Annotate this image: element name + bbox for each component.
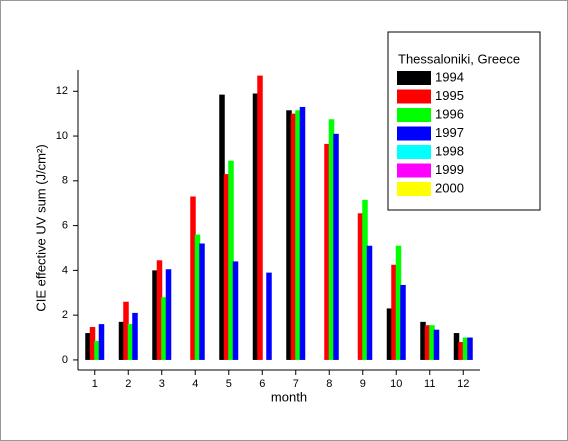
- bar: [458, 342, 464, 360]
- x-tick-label: 8: [326, 378, 332, 390]
- legend-label: 1995: [435, 88, 464, 103]
- x-axis-label: month: [271, 389, 307, 404]
- bar: [152, 270, 158, 360]
- legend-label: 2000: [435, 180, 464, 195]
- y-tick-label: 6: [62, 220, 68, 232]
- bar: [357, 213, 364, 360]
- bar: [386, 308, 393, 360]
- legend-label: 1999: [435, 162, 464, 177]
- bar: [165, 269, 172, 360]
- bar: [232, 261, 239, 360]
- y-tick-label: 12: [56, 85, 68, 97]
- bar: [199, 243, 205, 360]
- y-tick-label: 0: [62, 354, 68, 366]
- legend-swatch: [397, 89, 431, 104]
- y-tick-label: 4: [62, 264, 68, 276]
- bar: [132, 312, 138, 360]
- bar: [333, 133, 339, 360]
- bar: [94, 340, 100, 360]
- x-tick-label: 11: [424, 378, 435, 390]
- legend-title: Thessaloniki, Greece: [398, 51, 520, 66]
- x-tick-label: 7: [293, 378, 299, 390]
- y-tick-label: 2: [62, 309, 68, 321]
- bar: [424, 325, 431, 360]
- legend-swatch: [397, 163, 431, 178]
- y-tick-label: 10: [56, 130, 68, 142]
- y-tick-label: 8: [62, 175, 68, 187]
- bar: [366, 245, 373, 360]
- x-tick-label: 9: [360, 378, 366, 390]
- x-tick-label: 5: [226, 378, 232, 390]
- bar: [127, 324, 134, 360]
- bar: [194, 234, 201, 360]
- bar: [190, 196, 196, 360]
- bar: [219, 94, 225, 360]
- legend-swatch: [397, 145, 431, 159]
- bar: [123, 301, 129, 360]
- bar: [286, 110, 292, 360]
- bar: [266, 272, 272, 360]
- bar: [252, 93, 259, 360]
- bar: [467, 337, 473, 360]
- legend-label: 1997: [435, 125, 464, 140]
- legend-label: 1994: [435, 69, 464, 84]
- bar: [223, 174, 230, 360]
- legend-swatch: [397, 108, 431, 122]
- bar: [462, 337, 469, 360]
- bar: [328, 119, 335, 360]
- bar: [156, 260, 163, 360]
- bar: [161, 297, 167, 360]
- x-tick-label: 6: [259, 378, 265, 390]
- bar: [295, 110, 301, 360]
- x-tick-label: 1: [92, 378, 98, 390]
- bar: [362, 199, 368, 360]
- x-tick-label: 4: [192, 378, 198, 390]
- bar: [395, 245, 402, 360]
- bar: [453, 333, 460, 360]
- bar: [89, 327, 96, 360]
- bar: [400, 284, 406, 360]
- bar: [391, 264, 397, 360]
- legend-label: 1996: [435, 106, 464, 121]
- bar: [290, 113, 297, 360]
- legend-swatch: [397, 126, 431, 141]
- bar: [429, 325, 435, 360]
- x-tick-label: 2: [125, 378, 131, 390]
- bar: [85, 333, 91, 360]
- bar: [98, 324, 105, 360]
- bar: [433, 329, 440, 360]
- x-tick-label: 3: [159, 378, 165, 390]
- bar: [299, 106, 306, 360]
- x-tick-label: 12: [457, 378, 469, 390]
- legend-label: 1998: [435, 143, 464, 158]
- bar: [257, 75, 263, 360]
- bar: [118, 321, 125, 360]
- x-tick-label: 10: [390, 378, 402, 390]
- bar: [324, 143, 330, 360]
- legend-swatch: [397, 182, 431, 196]
- y-axis-label: CIE effective UV sum (J/cm²): [33, 144, 48, 311]
- bar: [228, 160, 234, 360]
- legend-swatch: [397, 71, 431, 85]
- bar: [420, 321, 426, 360]
